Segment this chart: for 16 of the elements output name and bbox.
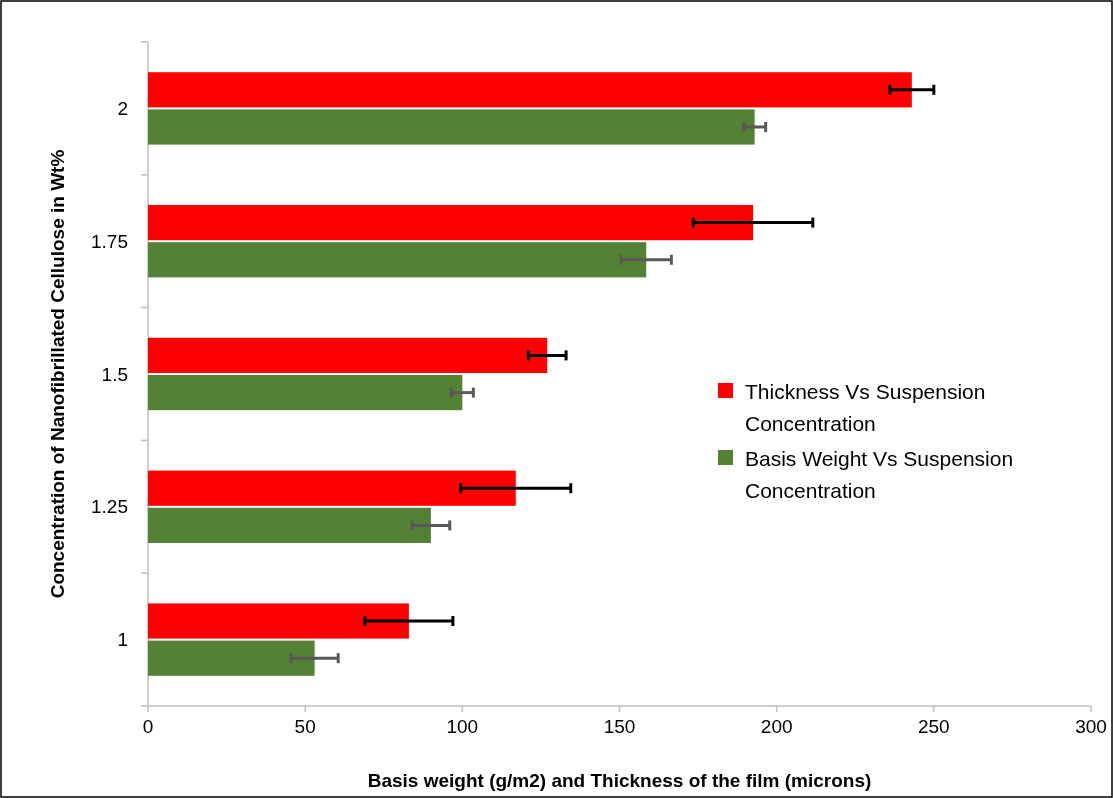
x-tick-label: 50: [294, 715, 316, 737]
legend-label: Thickness Vs Suspension Concentration: [745, 379, 986, 435]
x-tick-label: 300: [1075, 715, 1107, 737]
x-tick-label: 100: [446, 715, 479, 737]
y-tick-label: 1: [117, 629, 128, 651]
legend-label: Basis Weight Vs Suspension Concentration: [745, 446, 1014, 502]
x-tick-label: 200: [760, 715, 793, 737]
x-tick-label: 0: [142, 715, 154, 737]
y-axis-title: Concentration of Nanofibrillated Cellulose in Wt%: [46, 149, 68, 599]
x-tick-label: 250: [917, 715, 950, 737]
y-tick-label: 1.75: [91, 230, 128, 252]
x-tick-label: 150: [603, 715, 636, 737]
y-tick-label: 2: [117, 97, 128, 119]
y-tick-label: 1.5: [101, 363, 128, 385]
x-axis-title: Basis weight (g/m2) and Thickness of the film (microns): [367, 769, 872, 791]
y-tick-label: 1.25: [91, 496, 128, 518]
